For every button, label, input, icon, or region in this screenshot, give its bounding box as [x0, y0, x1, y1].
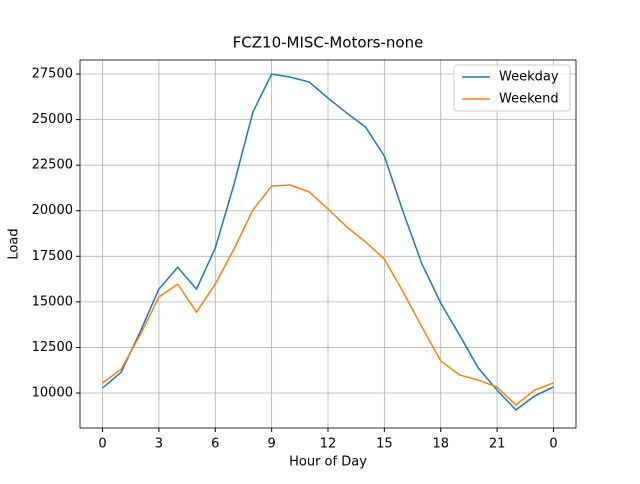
- x-axis-label: Hour of Day: [289, 455, 367, 470]
- y-tick-label: 27500: [32, 67, 73, 82]
- y-axis-label: Load: [7, 228, 22, 259]
- line-series: [102, 73, 554, 411]
- y-tick-label: 22500: [32, 158, 73, 173]
- chart-title: FCZ10-MISC-Motors-none: [233, 34, 424, 52]
- x-tick-label: 18: [432, 437, 449, 452]
- line-series: [102, 184, 554, 407]
- legend-label: Weekend: [499, 92, 559, 107]
- y-tick-label: 20000: [32, 203, 73, 218]
- legend-label: Weekday: [499, 70, 559, 85]
- x-tick-label: 3: [155, 437, 163, 452]
- y-tick-label: 25000: [32, 112, 73, 127]
- y-tick-label: 10000: [32, 386, 73, 401]
- plot-frame: [79, 59, 577, 429]
- y-tick-label: 12500: [32, 340, 73, 355]
- x-tick-label: 15: [376, 437, 393, 452]
- x-tick-label: 12: [320, 437, 337, 452]
- x-tick-label: 21: [489, 437, 506, 452]
- x-tick-label: 9: [267, 437, 275, 452]
- x-tick-label: 6: [211, 437, 219, 452]
- x-tick-label: 0: [549, 437, 557, 452]
- y-tick-label: 15000: [32, 294, 73, 309]
- y-tick-label: 17500: [32, 249, 73, 264]
- x-tick-label: 0: [98, 437, 106, 452]
